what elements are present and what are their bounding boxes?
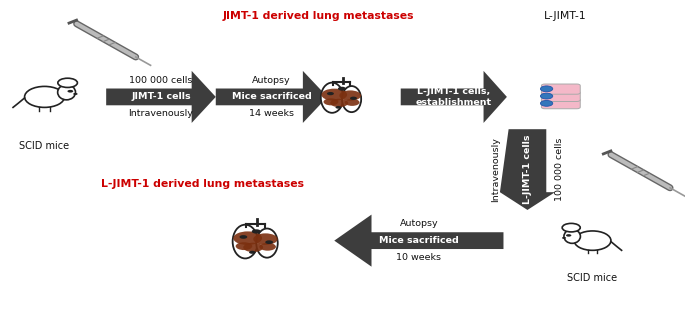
Circle shape (350, 97, 357, 100)
Polygon shape (216, 71, 327, 123)
Circle shape (336, 106, 341, 109)
Ellipse shape (321, 83, 343, 113)
Text: SCID mice: SCID mice (19, 141, 70, 151)
Circle shape (327, 92, 334, 95)
Text: Intravenously: Intravenously (491, 137, 500, 202)
Ellipse shape (58, 85, 75, 100)
Polygon shape (106, 71, 216, 123)
Text: L-JIMT-1 cells,
establishment: L-JIMT-1 cells, establishment (416, 87, 492, 107)
Circle shape (566, 234, 571, 237)
Circle shape (540, 86, 553, 92)
Circle shape (323, 98, 338, 105)
Circle shape (345, 99, 360, 106)
Circle shape (249, 251, 256, 254)
Circle shape (236, 242, 252, 250)
Text: L-JIMT-1 derived lung metastases: L-JIMT-1 derived lung metastases (101, 179, 303, 189)
Text: JIMT-1 derived lung metastases: JIMT-1 derived lung metastases (223, 11, 414, 21)
Circle shape (562, 237, 566, 239)
Circle shape (339, 90, 361, 101)
FancyBboxPatch shape (541, 99, 580, 109)
Text: 100 000 cells: 100 000 cells (555, 138, 564, 201)
Circle shape (338, 87, 346, 90)
FancyBboxPatch shape (541, 91, 580, 101)
Circle shape (540, 93, 553, 99)
Text: 100 000 cells: 100 000 cells (129, 76, 192, 85)
Ellipse shape (233, 225, 258, 258)
Circle shape (58, 78, 77, 88)
Polygon shape (401, 71, 507, 123)
Ellipse shape (564, 229, 580, 243)
Circle shape (251, 229, 261, 234)
Circle shape (562, 224, 580, 232)
Circle shape (240, 235, 247, 239)
Circle shape (243, 243, 263, 252)
Text: Mice sacrificed: Mice sacrificed (232, 92, 312, 101)
Circle shape (540, 100, 553, 106)
Circle shape (260, 243, 276, 251)
Circle shape (265, 240, 273, 244)
Circle shape (253, 233, 277, 245)
Text: Autopsy: Autopsy (252, 76, 291, 85)
Polygon shape (334, 214, 503, 267)
Ellipse shape (342, 86, 361, 112)
Circle shape (234, 231, 262, 245)
Text: JIMT-1 cells: JIMT-1 cells (131, 92, 191, 101)
Circle shape (321, 89, 347, 101)
Circle shape (73, 93, 77, 95)
Text: 14 weeks: 14 weeks (249, 109, 294, 118)
Text: 10 weeks: 10 weeks (397, 253, 441, 262)
Text: L-JIMT-1: L-JIMT-1 (544, 11, 586, 21)
Ellipse shape (256, 228, 277, 258)
Text: Intravenously: Intravenously (129, 109, 193, 118)
Text: L-JIMT-1 cells: L-JIMT-1 cells (523, 135, 532, 204)
Circle shape (67, 90, 73, 93)
Ellipse shape (25, 86, 64, 108)
Polygon shape (500, 129, 555, 210)
Text: Autopsy: Autopsy (399, 219, 438, 228)
Ellipse shape (574, 231, 611, 250)
Circle shape (330, 99, 348, 107)
Text: Mice sacrificed: Mice sacrificed (379, 236, 459, 245)
Text: SCID mice: SCID mice (567, 273, 618, 283)
FancyBboxPatch shape (541, 84, 580, 94)
